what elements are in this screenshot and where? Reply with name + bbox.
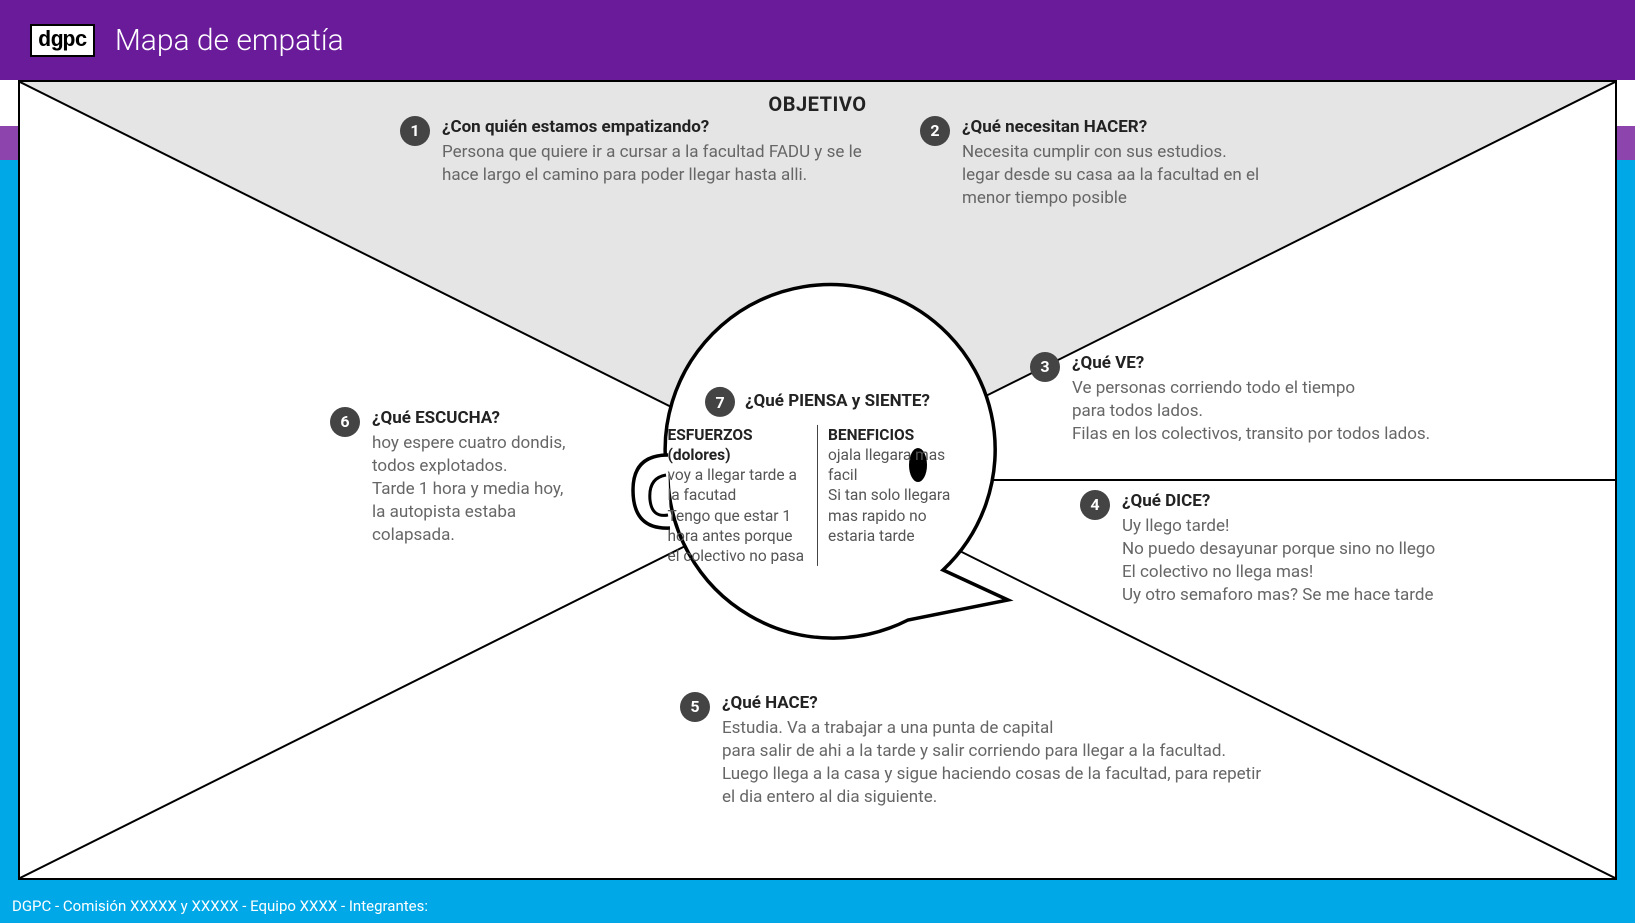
empathy-map-canvas: OBJETIVO 1 ¿Con quién estamos empatizand… (18, 80, 1617, 880)
footer-text: DGPC - Comisión XXXXX y XXXXX - Equipo X… (12, 897, 428, 915)
section-5-q: ¿Qué HACE? (722, 692, 1261, 715)
esfuerzos-body: voy a llegar tarde a la facutad Tengo qu… (668, 465, 808, 566)
section-3-q: ¿Qué VE? (1072, 352, 1430, 375)
badge-5: 5 (680, 692, 710, 722)
header: dgpc Mapa de empatía (0, 0, 1635, 80)
section-4-q: ¿Qué DICE? (1122, 490, 1435, 513)
section-5-body: Estudia. Va a trabajar a una punta de ca… (722, 717, 1261, 809)
logo: dgpc (30, 24, 95, 57)
badge-3: 3 (1030, 352, 1060, 382)
badge-1: 1 (400, 116, 430, 146)
section-6-q: ¿Qué ESCUCHA? (372, 407, 570, 430)
esfuerzos-title: ESFUERZOS (dolores) (668, 425, 808, 465)
section-2: 2 ¿Qué necesitan HACER? Necesita cumplir… (920, 116, 1300, 210)
section-1: 1 ¿Con quién estamos empatizando? Person… (400, 116, 900, 187)
badge-2: 2 (920, 116, 950, 146)
section-2-q: ¿Qué necesitan HACER? (962, 116, 1300, 139)
section-6-body: hoy espere cuatro dondis, todos explotad… (372, 432, 570, 547)
section-2-body: Necesita cumplir con sus estudios. legar… (962, 141, 1300, 210)
badge-6: 6 (330, 407, 360, 437)
section-1-q: ¿Con quién estamos empatizando? (442, 116, 900, 139)
objetivo-label: OBJETIVO (768, 92, 866, 116)
section-7-q: ¿Qué PIENSA y SIENTE? (745, 391, 930, 411)
section-6: 6 ¿Qué ESCUCHA? hoy espere cuatro dondis… (330, 407, 570, 547)
section-4: 4 ¿Qué DICE? Uy llego tarde! No puedo de… (1080, 490, 1560, 607)
beneficios-body: ojala llegara mas facil Si tan solo lleg… (828, 445, 968, 546)
section-5: 5 ¿Qué HACE? Estudia. Va a trabajar a un… (680, 692, 1400, 809)
section-4-body: Uy llego tarde! No puedo desayunar porqu… (1122, 515, 1435, 607)
badge-7: 7 (705, 387, 735, 417)
section-3-body: Ve personas corriendo todo el tiempo par… (1072, 377, 1430, 446)
section-7: 7 ¿Qué PIENSA y SIENTE? ESFUERZOS (dolor… (658, 387, 978, 566)
section-1-body: Persona que quiere ir a cursar a la facu… (442, 141, 900, 187)
page-title: Mapa de empatía (115, 23, 344, 58)
badge-4: 4 (1080, 490, 1110, 520)
beneficios-title: BENEFICIOS (828, 425, 968, 445)
section-3: 3 ¿Qué VE? Ve personas corriendo todo el… (1030, 352, 1510, 446)
